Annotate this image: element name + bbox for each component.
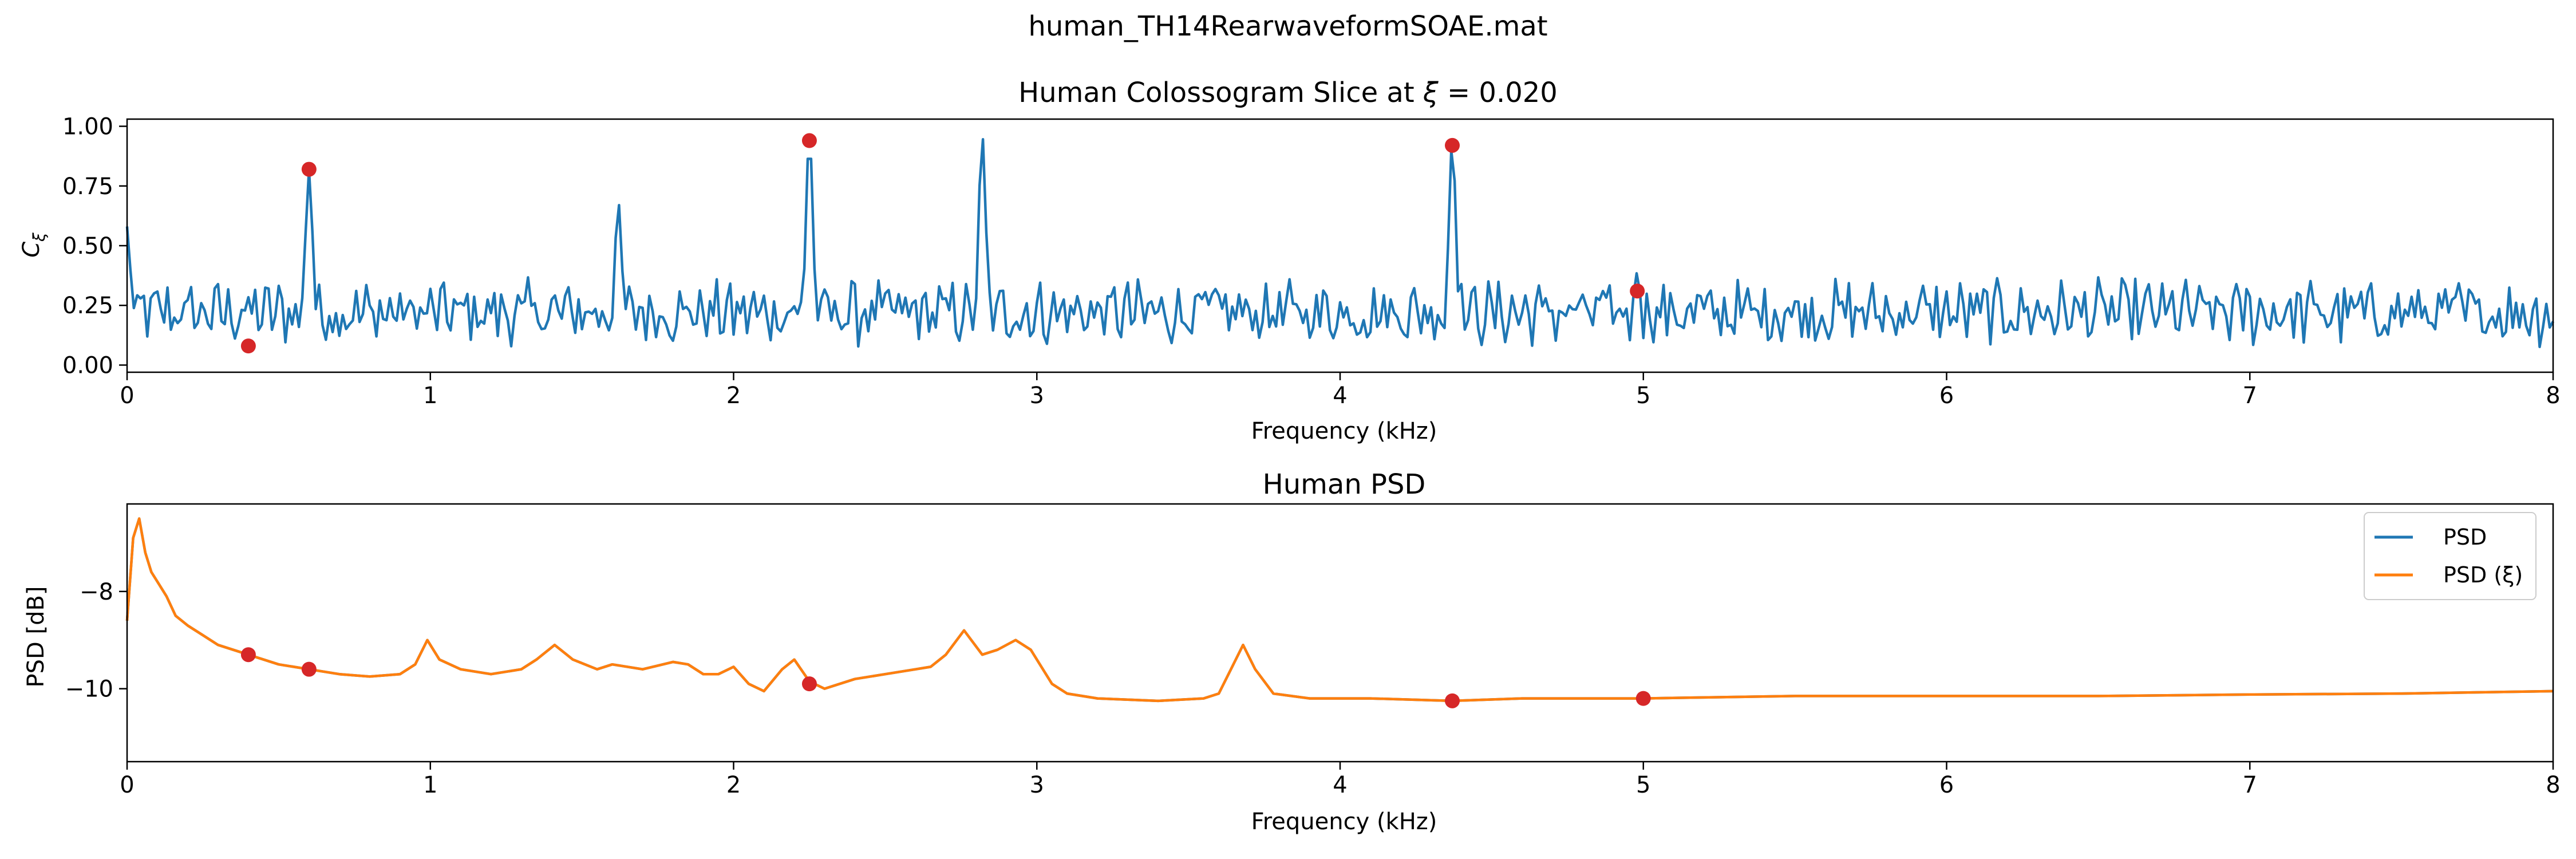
colossogram-x-ticks: 0 1 2 3 4 5 6 7 8	[120, 372, 2561, 409]
peak-marker	[1445, 137, 1460, 153]
psd-axes: Human PSD 0 1 2 3 4 5 6 7 8 −10 −8 Frequency (kHz…	[23, 468, 2561, 835]
psd-x-ticks: 0 1 2 3 4 5 6 7 8	[120, 762, 2561, 798]
x-tick-label: 7	[2243, 383, 2257, 409]
x-tick-label: 0	[120, 383, 134, 409]
legend-label-psd: PSD	[2443, 525, 2487, 550]
x-tick-label: 6	[1939, 383, 1954, 409]
x-tick-label: 4	[1333, 772, 1347, 798]
colossogram-ylabel: Cξ	[18, 233, 49, 258]
psd-title: Human PSD	[1263, 468, 1426, 501]
peak-marker	[240, 338, 256, 354]
colossogram-xlabel: Frequency (kHz)	[1251, 418, 1437, 444]
x-tick-label: 2	[726, 772, 741, 798]
y-tick-label: 0.00	[62, 352, 113, 379]
x-tick-label: 8	[2546, 772, 2560, 798]
x-tick-label: 1	[423, 772, 437, 798]
x-tick-label: 8	[2546, 383, 2560, 409]
x-tick-label: 3	[1030, 772, 1044, 798]
colossogram-title: Human Colossogram Slice at ξ = 0.020	[1018, 77, 1558, 109]
colossogram-axes: Human Colossogram Slice at ξ = 0.020 0 1 2…	[18, 77, 2561, 444]
peak-marker	[301, 161, 317, 177]
peak-marker	[801, 676, 817, 692]
y-tick-label: 1.00	[62, 114, 113, 140]
peak-marker	[1445, 693, 1460, 708]
coherence-series-line	[125, 137, 2554, 348]
x-tick-label: 6	[1939, 772, 1954, 798]
x-tick-label: 2	[726, 383, 741, 409]
y-tick-label: −10	[65, 676, 113, 703]
colossogram-plot-area	[125, 133, 2554, 354]
peak-marker	[301, 661, 317, 677]
x-tick-label: 1	[423, 383, 437, 409]
x-tick-label: 0	[120, 772, 134, 798]
psd-xi-series-line	[125, 517, 2554, 703]
psd-frame	[126, 503, 2554, 763]
x-tick-label: 7	[2243, 772, 2257, 798]
psd-plot-area	[125, 517, 2554, 708]
peak-marker	[1635, 691, 1651, 706]
peak-marker	[801, 133, 817, 148]
x-tick-label: 4	[1333, 383, 1347, 409]
psd-xlabel: Frequency (kHz)	[1251, 809, 1437, 835]
y-tick-label: 0.75	[62, 174, 113, 200]
colossogram-y-ticks: 0.00 0.25 0.50 0.75 1.00	[62, 114, 127, 379]
psd-legend: PSD PSD (ξ)	[2364, 512, 2537, 600]
colossogram-frame	[126, 118, 2554, 373]
x-tick-label: 3	[1030, 383, 1044, 409]
legend-label-psd-xi: PSD (ξ)	[2443, 562, 2523, 588]
y-tick-label: −8	[80, 579, 113, 605]
legend-box	[2364, 512, 2537, 600]
figure-title: human_TH14RearwaveformSOAE.mat	[1028, 10, 1547, 42]
peak-marker	[240, 647, 256, 663]
peak-marker	[1630, 283, 1645, 299]
psd-ylabel: PSD [dB]	[23, 586, 49, 687]
y-tick-label: 0.50	[62, 233, 113, 259]
psd-y-ticks: −10 −8	[65, 579, 127, 703]
y-tick-label: 0.25	[62, 293, 113, 319]
x-tick-label: 5	[1636, 772, 1650, 798]
x-tick-label: 5	[1636, 383, 1650, 409]
